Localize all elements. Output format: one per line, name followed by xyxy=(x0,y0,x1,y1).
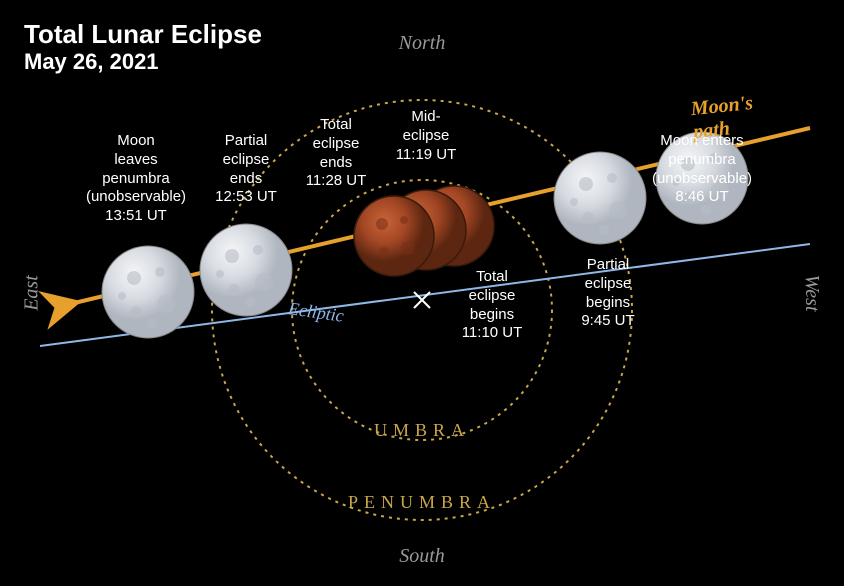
cardinal-north: North xyxy=(399,32,446,55)
cardinal-west: West xyxy=(800,274,823,311)
partial-begins-label: Partial eclipse begins 9:45 UT xyxy=(548,256,668,331)
moon-total-ends xyxy=(354,196,434,276)
title-main: Total Lunar Eclipse xyxy=(24,20,262,49)
moon-leave-penumbra xyxy=(102,246,194,338)
cardinal-south: South xyxy=(399,545,445,568)
title-block: Total Lunar Eclipse May 26, 2021 xyxy=(24,20,262,75)
penumbra-label: PENUMBRA xyxy=(348,492,496,513)
leave-penumbra-label: Moon leaves penumbra (unobservable) 13:5… xyxy=(76,132,196,226)
partial-ends-label: Partial eclipse ends 12:53 UT xyxy=(186,132,306,207)
cardinal-east: East xyxy=(20,275,43,311)
title-date: May 26, 2021 xyxy=(24,49,262,75)
total-begins-label: Total eclipse begins 11:10 UT xyxy=(432,268,552,343)
moon-partial-ends xyxy=(200,224,292,316)
umbra-label: UMBRA xyxy=(374,420,470,441)
moon-partial-begins xyxy=(554,152,646,244)
enter-penumbra-label: Moon enters penumbra (unobservable) 8:46… xyxy=(642,132,762,207)
